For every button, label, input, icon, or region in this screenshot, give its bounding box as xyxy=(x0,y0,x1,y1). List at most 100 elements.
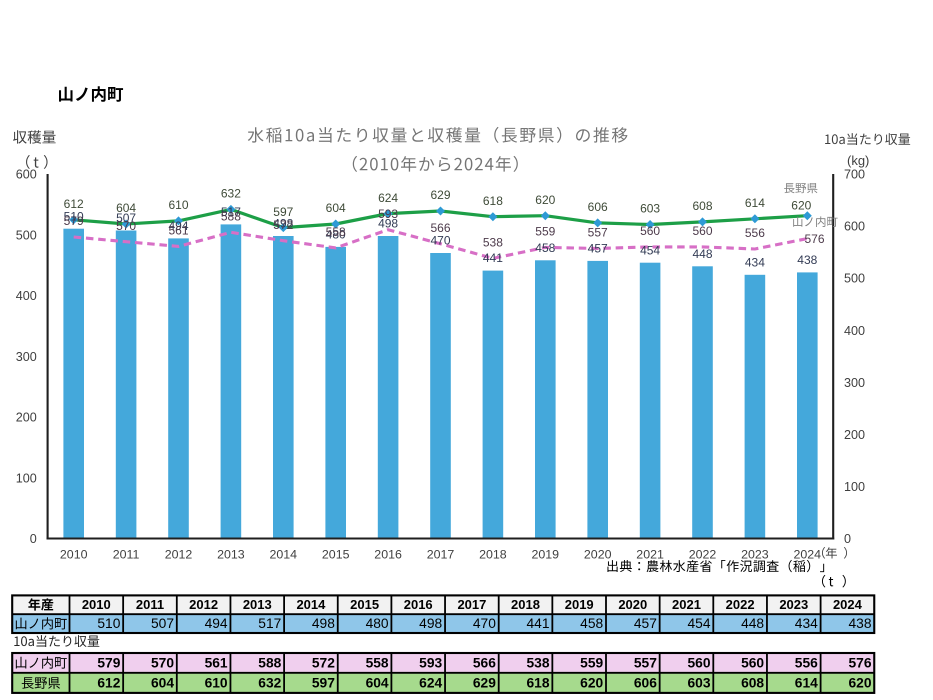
svg-text:2017: 2017 xyxy=(457,597,486,612)
svg-text:2011: 2011 xyxy=(136,597,164,612)
svg-text:2015: 2015 xyxy=(322,548,350,562)
svg-text:507: 507 xyxy=(116,211,136,225)
svg-text:558: 558 xyxy=(366,655,389,670)
svg-text:538: 538 xyxy=(526,655,549,670)
svg-text:604: 604 xyxy=(151,675,174,690)
svg-text:579: 579 xyxy=(97,655,120,670)
svg-text:538: 538 xyxy=(483,236,503,250)
svg-text:507: 507 xyxy=(151,616,174,631)
svg-text:561: 561 xyxy=(205,655,228,670)
svg-text:600: 600 xyxy=(844,220,865,234)
svg-text:498: 498 xyxy=(378,217,398,231)
svg-text:2020: 2020 xyxy=(584,548,612,562)
svg-text:614: 614 xyxy=(745,196,765,210)
svg-text:614: 614 xyxy=(795,675,818,690)
svg-text:608: 608 xyxy=(741,675,764,690)
svg-text:556: 556 xyxy=(795,655,818,670)
svg-text:620: 620 xyxy=(580,675,603,690)
svg-text:604: 604 xyxy=(366,675,389,690)
svg-text:2024: 2024 xyxy=(833,597,863,612)
svg-text:557: 557 xyxy=(588,226,608,240)
svg-text:2019: 2019 xyxy=(565,597,594,612)
svg-text:100: 100 xyxy=(16,471,37,485)
svg-text:438: 438 xyxy=(848,616,871,631)
svg-text:2010: 2010 xyxy=(82,597,111,612)
svg-text:2013: 2013 xyxy=(217,548,245,562)
svg-text:2013: 2013 xyxy=(243,597,272,612)
svg-text:498: 498 xyxy=(312,616,335,631)
svg-text:604: 604 xyxy=(326,201,346,215)
svg-text:448: 448 xyxy=(741,616,764,631)
svg-text:610: 610 xyxy=(168,198,188,212)
svg-text:2011: 2011 xyxy=(113,548,140,562)
svg-text:454: 454 xyxy=(640,243,660,257)
svg-text:438: 438 xyxy=(797,253,817,267)
svg-text:618: 618 xyxy=(483,194,503,208)
svg-text:558: 558 xyxy=(326,225,346,239)
svg-text:458: 458 xyxy=(580,616,603,631)
svg-text:570: 570 xyxy=(116,219,136,233)
svg-text:500: 500 xyxy=(16,228,37,242)
svg-text:2019: 2019 xyxy=(532,548,560,562)
svg-text:624: 624 xyxy=(419,675,442,690)
svg-text:579: 579 xyxy=(64,214,84,228)
svg-text:570: 570 xyxy=(151,655,174,670)
svg-text:2022: 2022 xyxy=(726,597,755,612)
svg-text:2024: 2024 xyxy=(794,548,822,562)
svg-text:608: 608 xyxy=(692,199,712,213)
svg-text:632: 632 xyxy=(221,187,241,201)
svg-text:441: 441 xyxy=(483,251,503,265)
svg-text:2021: 2021 xyxy=(636,548,664,562)
svg-text:2012: 2012 xyxy=(165,548,193,562)
svg-text:498: 498 xyxy=(419,616,442,631)
svg-text:604: 604 xyxy=(116,201,136,215)
svg-text:629: 629 xyxy=(473,675,496,690)
svg-text:2018: 2018 xyxy=(479,548,507,562)
svg-text:603: 603 xyxy=(640,202,660,216)
svg-text:434: 434 xyxy=(745,255,765,269)
svg-text:556: 556 xyxy=(745,226,765,240)
svg-text:572: 572 xyxy=(273,218,293,232)
svg-text:454: 454 xyxy=(687,616,710,631)
svg-text:606: 606 xyxy=(588,200,608,214)
svg-text:606: 606 xyxy=(634,675,657,690)
svg-text:559: 559 xyxy=(580,655,603,670)
svg-text:2015: 2015 xyxy=(350,597,379,612)
svg-text:2010: 2010 xyxy=(60,548,88,562)
svg-text:434: 434 xyxy=(795,616,818,631)
svg-text:0: 0 xyxy=(844,532,851,546)
svg-text:2016: 2016 xyxy=(404,597,433,612)
svg-text:2018: 2018 xyxy=(511,597,540,612)
svg-text:300: 300 xyxy=(16,350,37,364)
svg-text:498: 498 xyxy=(273,217,293,231)
svg-text:560: 560 xyxy=(692,224,712,238)
svg-text:600: 600 xyxy=(16,168,37,182)
svg-text:470: 470 xyxy=(430,234,450,248)
svg-text:441: 441 xyxy=(526,616,549,631)
svg-text:480: 480 xyxy=(366,616,389,631)
svg-text:2020: 2020 xyxy=(618,597,647,612)
svg-text:517: 517 xyxy=(221,205,241,219)
svg-text:400: 400 xyxy=(844,324,865,338)
svg-text:588: 588 xyxy=(221,210,241,224)
svg-text:620: 620 xyxy=(535,193,555,207)
svg-text:618: 618 xyxy=(526,675,549,690)
svg-text:0: 0 xyxy=(30,532,37,546)
svg-text:470: 470 xyxy=(473,616,496,631)
svg-text:2023: 2023 xyxy=(741,548,769,562)
svg-text:593: 593 xyxy=(378,207,398,221)
svg-text:576: 576 xyxy=(805,232,825,246)
svg-text:458: 458 xyxy=(535,241,555,255)
svg-text:624: 624 xyxy=(378,191,398,205)
svg-text:494: 494 xyxy=(168,219,188,233)
svg-text:632: 632 xyxy=(258,675,281,690)
svg-text:517: 517 xyxy=(258,616,281,631)
svg-text:2021: 2021 xyxy=(672,597,701,612)
svg-text:2014: 2014 xyxy=(270,548,298,562)
svg-text:620: 620 xyxy=(848,675,871,690)
svg-text:576: 576 xyxy=(848,655,871,670)
svg-text:612: 612 xyxy=(97,675,120,690)
svg-text:457: 457 xyxy=(634,616,657,631)
svg-text:566: 566 xyxy=(473,655,496,670)
svg-text:559: 559 xyxy=(535,225,555,239)
